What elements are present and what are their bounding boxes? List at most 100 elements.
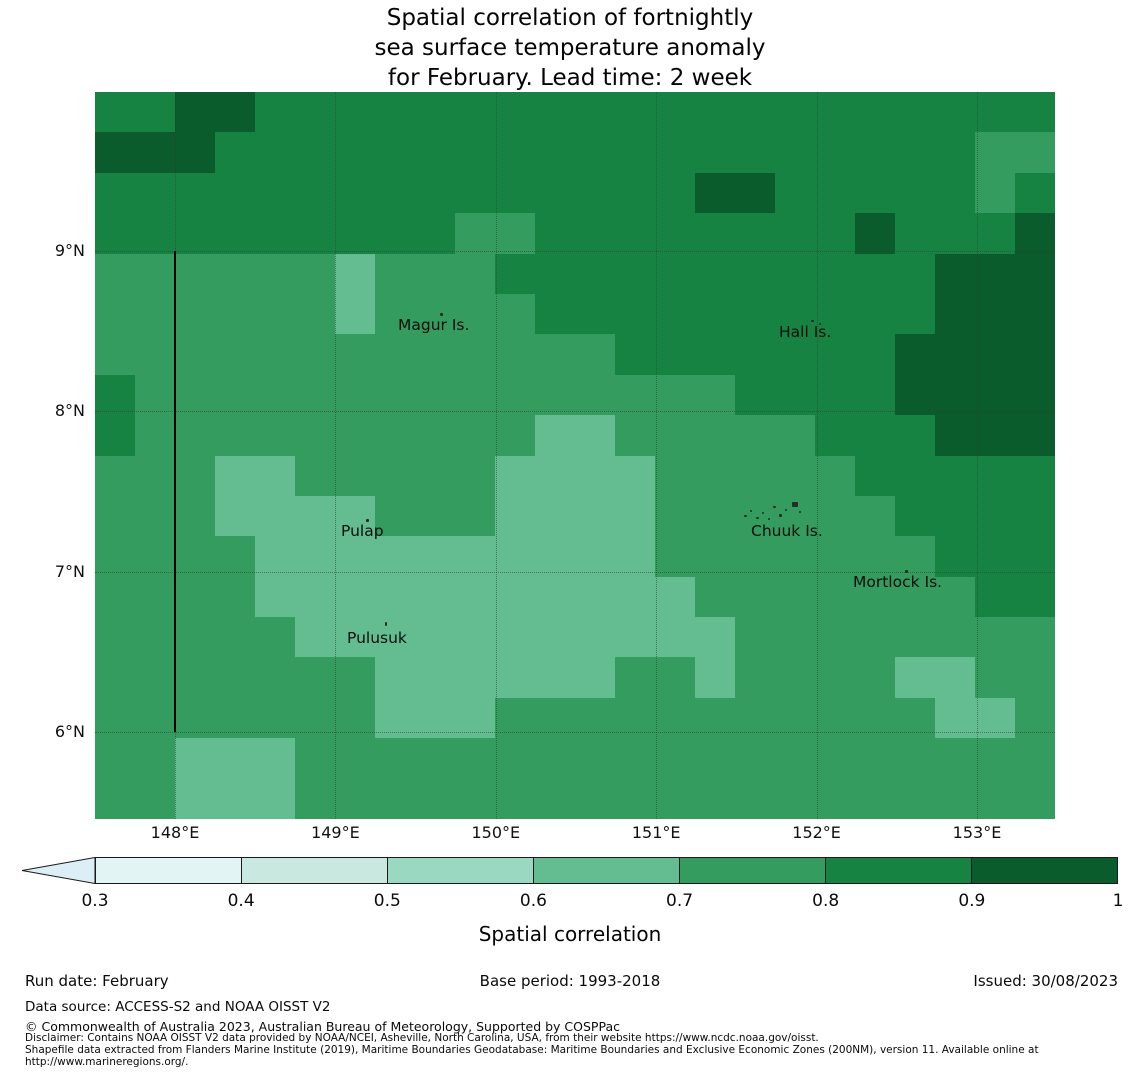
heatmap-cell — [775, 738, 815, 779]
heatmap-cell — [575, 415, 615, 456]
heatmap — [95, 92, 1055, 819]
heatmap-cell — [855, 92, 895, 133]
heatmap-cell — [535, 738, 575, 779]
heatmap-cell — [535, 172, 575, 214]
heatmap-cell — [135, 778, 175, 819]
heatmap-cell — [175, 293, 215, 335]
heatmap-cell — [815, 536, 855, 577]
heatmap-cell — [975, 132, 1015, 173]
heatmap-cell — [335, 334, 375, 375]
heatmap-cell — [775, 334, 815, 375]
heatmap-cell — [175, 374, 215, 416]
heatmap-cell — [535, 132, 575, 173]
heatmap-cell — [215, 778, 255, 819]
colorbar-segment — [679, 858, 825, 883]
heatmap-cell — [1015, 415, 1055, 456]
heatmap-cell — [735, 374, 775, 416]
heatmap-cell — [335, 536, 375, 577]
chart-title: Spatial correlation of fortnightly sea s… — [0, 3, 1140, 93]
y-tick-label: 7°N — [54, 561, 85, 581]
heatmap-cell — [535, 253, 575, 294]
colorbar-tick-label: 1 — [1112, 891, 1124, 911]
heatmap-cell — [1015, 738, 1055, 779]
heatmap-cell — [375, 576, 415, 618]
heatmap-cell — [895, 657, 935, 698]
heatmap-cell — [95, 738, 135, 779]
heatmap-cell — [855, 415, 895, 456]
heatmap-cell — [1015, 253, 1055, 294]
heatmap-cell — [95, 697, 135, 739]
colorbar-tick-label: 0.3 — [81, 891, 109, 911]
heatmap-cell — [935, 576, 975, 618]
heatmap-cell — [295, 172, 335, 214]
heatmap-cell — [895, 253, 935, 294]
heatmap-cell — [455, 697, 495, 739]
heatmap-cell — [335, 172, 375, 214]
heatmap-cell — [535, 455, 575, 496]
heatmap-cell — [95, 334, 135, 375]
heatmap-cell — [615, 172, 655, 214]
heatmap-cell — [295, 213, 335, 254]
heatmap-cell — [975, 92, 1015, 133]
heatmap-cell — [1015, 293, 1055, 335]
heatmap-cell — [495, 576, 535, 618]
heatmap-cell — [495, 617, 535, 658]
heatmap-cell — [655, 415, 695, 456]
heatmap-cell — [735, 415, 775, 456]
heatmap-cell — [735, 576, 775, 618]
heatmap-cell — [735, 92, 775, 133]
heatmap-cell — [295, 415, 335, 456]
heatmap-cell — [895, 576, 935, 618]
run-date-text: Run date: February — [25, 972, 169, 990]
heatmap-cell — [695, 536, 735, 577]
heatmap-cell — [295, 778, 335, 819]
heatmap-cell — [655, 536, 695, 577]
heatmap-cell — [615, 334, 655, 375]
heatmap-cell — [695, 415, 735, 456]
heatmap-cell — [375, 617, 415, 658]
heatmap-cell — [455, 778, 495, 819]
heatmap-cell — [695, 293, 735, 335]
heatmap-cell — [375, 657, 415, 698]
heatmap-cell — [975, 657, 1015, 698]
heatmap-cell — [575, 213, 615, 254]
heatmap-cell — [975, 495, 1015, 537]
heatmap-cell — [735, 455, 775, 496]
island-label: Chuuk Is. — [751, 522, 823, 540]
heatmap-cell — [335, 293, 375, 335]
heatmap-cell — [775, 253, 815, 294]
heatmap-cell — [575, 253, 615, 294]
heatmap-cell — [375, 536, 415, 577]
heatmap-cell — [135, 617, 175, 658]
heatmap-cell — [175, 455, 215, 496]
heatmap-cell — [375, 172, 415, 214]
heatmap-cell — [815, 415, 855, 456]
heatmap-cell — [615, 536, 655, 577]
heatmap-cell — [695, 576, 735, 618]
colorbar-tick-label: 0.5 — [373, 891, 401, 911]
heatmap-cell — [455, 293, 495, 335]
heatmap-cell — [295, 738, 335, 779]
heatmap-cell — [415, 132, 455, 173]
heatmap-cell — [655, 697, 695, 739]
colorbar-segment — [96, 858, 241, 883]
heatmap-cell — [135, 374, 175, 416]
heatmap-cell — [855, 495, 895, 537]
heatmap-cell — [655, 778, 695, 819]
heatmap-cell — [495, 657, 535, 698]
heatmap-cell — [975, 253, 1015, 294]
heatmap-cell — [415, 657, 455, 698]
heatmap-cell — [855, 293, 895, 335]
heatmap-cell — [455, 374, 495, 416]
heatmap-cell — [215, 657, 255, 698]
heatmap-cell — [1015, 213, 1055, 254]
heatmap-cell — [895, 374, 935, 416]
heatmap-cell — [335, 455, 375, 496]
heatmap-cell — [455, 213, 495, 254]
x-tick-label: 149°E — [311, 823, 360, 842]
island-marker — [811, 320, 814, 322]
heatmap-cell — [575, 293, 615, 335]
colorbar-tick-label: 0.9 — [958, 891, 986, 911]
heatmap-cell — [975, 213, 1015, 254]
heatmap-cell — [855, 253, 895, 294]
